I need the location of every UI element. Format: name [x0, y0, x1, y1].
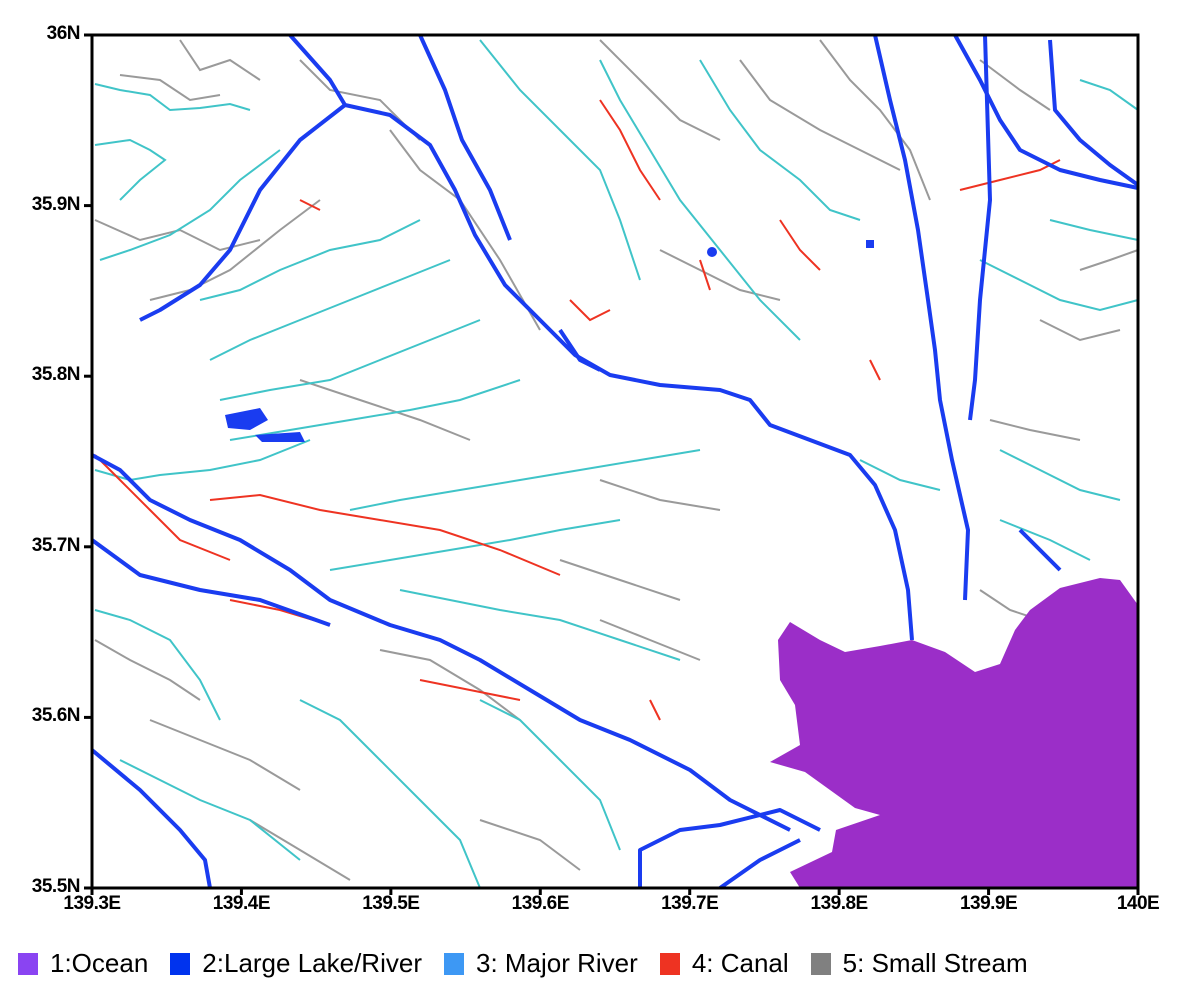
lakes-layer [225, 240, 874, 442]
major-river-swatch [443, 952, 464, 975]
legend-item-small-stream: 5: Small Stream [810, 948, 1028, 979]
x-tick-label: 139.4E [212, 893, 271, 914]
x-tick-label: 140E [1116, 893, 1160, 914]
small-stream-swatch [810, 952, 831, 975]
x-tick-label: 139.9E [959, 893, 1018, 914]
x-tick-label: 139.3E [63, 893, 121, 914]
y-tick-label: 35.5N [31, 876, 81, 897]
legend-label: 5: Small Stream [842, 948, 1028, 978]
y-tick-label: 35.9N [31, 193, 81, 215]
x-tick-label: 139.6E [511, 893, 570, 914]
legend-label: 2:Large Lake/River [202, 948, 422, 978]
map-frame [90, 33, 1140, 890]
legend-label: 4: Canal [691, 948, 789, 978]
y-tick-label: 35.8N [31, 364, 81, 386]
x-tick-label: 139.7E [661, 893, 719, 914]
legend-item-large-lake-river: 2:Large Lake/River [170, 948, 422, 979]
y-tick-label: 36N [46, 23, 81, 44]
major-rivers-layer [94, 39, 1139, 889]
x-tick-label: 139.8E [810, 893, 869, 914]
legend-item-major-river: 3: Major River [443, 948, 638, 979]
large-rivers-layer [90, 33, 1140, 890]
legend-item-ocean: 1:Ocean [18, 948, 148, 979]
legend-label: 1:Ocean [50, 948, 149, 978]
y-tick-label: 35.6N [31, 705, 81, 727]
legend-item-canal: 4: Canal [659, 948, 789, 979]
y-tick-label: 35.7N [31, 534, 81, 556]
canals-layer [94, 99, 1061, 721]
x-tick-label: 139.5E [362, 893, 420, 914]
ocean-swatch [18, 952, 38, 975]
large-lake-river-swatch [170, 952, 191, 975]
legend-label: 3: Major River [475, 948, 638, 978]
canal-swatch [659, 952, 680, 975]
legend: 1:Ocean 2:Large Lake/River 3: Major Rive… [18, 948, 1050, 979]
ocean-area [770, 578, 1138, 888]
axis-ticks [84, 33, 1140, 895]
